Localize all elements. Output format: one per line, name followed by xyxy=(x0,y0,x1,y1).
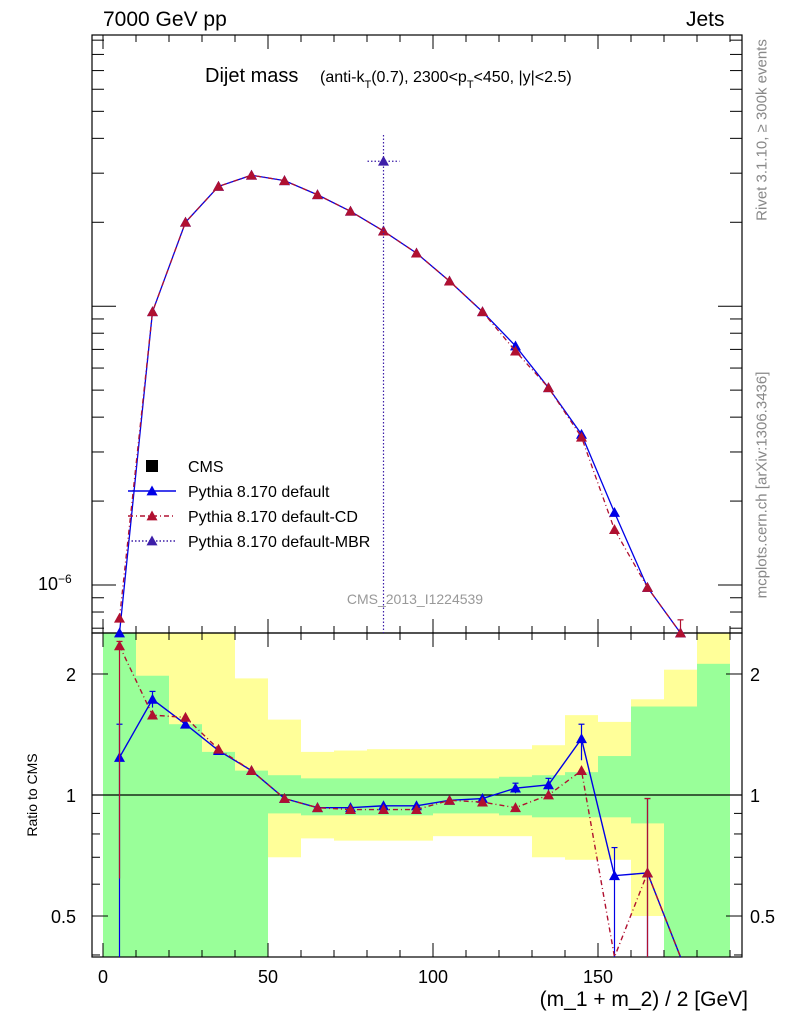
ratio-y-tick-label-right: 0.5 xyxy=(750,907,775,927)
ratio-point-s0-12 xyxy=(510,782,521,793)
ratio-y-tick-label-right: 1 xyxy=(750,786,760,806)
ratio-y-tick-label: 0.5 xyxy=(51,907,76,927)
legend-label-3: Pythia 8.170 default-MBR xyxy=(188,534,370,551)
main-point-s1-16 xyxy=(642,581,653,592)
legend-label-0: CMS xyxy=(188,459,224,476)
ratio-point-s1-3 xyxy=(213,743,224,754)
green-band-17 xyxy=(664,706,697,957)
main-point-s1-4 xyxy=(246,169,257,180)
x-axis-label: (m_1 + m_2) / 2 [GeV] xyxy=(540,988,748,1011)
ratio-point-s0-2 xyxy=(180,718,191,729)
main-point-s1-13 xyxy=(543,382,554,393)
ratio-point-s1-16 xyxy=(642,867,653,878)
legend: CMS Pythia 8.170 default Pythia 8.170 defa… xyxy=(128,459,370,551)
main-point-s1-15 xyxy=(609,524,620,535)
legend-label-1: Pythia 8.170 default xyxy=(188,484,330,501)
ratio-point-s0-13 xyxy=(543,779,554,790)
x-tick-label: 150 xyxy=(583,967,613,987)
chart-texts: Dijet mass (anti-kT(0.7), 2300<pT<450, |… xyxy=(24,65,748,1011)
ratio-point-s1-9 xyxy=(411,804,422,814)
y-tick-label-main: 10−6 xyxy=(38,572,72,594)
legend-marker-2 xyxy=(146,510,158,521)
x-tick-label: 50 xyxy=(258,967,278,987)
green-band-3 xyxy=(202,751,235,957)
green-band-4 xyxy=(235,770,268,957)
main-line-series-0 xyxy=(118,174,682,634)
green-band-15 xyxy=(598,756,631,818)
main-point-s1-14 xyxy=(576,431,587,442)
ratio-point-s1-2 xyxy=(180,711,191,722)
green-band-1 xyxy=(136,675,169,957)
main-point-s1-6 xyxy=(312,189,323,200)
main-point-s1-2 xyxy=(180,216,191,227)
main-point-s0-15 xyxy=(609,506,620,517)
category-label: Jets xyxy=(686,8,725,31)
ratio-point-s1-7 xyxy=(345,804,356,814)
chart-subtitle: (anti-kT(0.7), 2300<pT<450, |y|<2.5) xyxy=(320,69,572,91)
main-point-s0-0 xyxy=(114,627,125,638)
ratio-y-tick-label-right: 2 xyxy=(750,665,760,685)
main-point-s1-5 xyxy=(279,175,290,186)
main-point-s1-1 xyxy=(147,306,158,317)
ratio-point-s1-4 xyxy=(246,765,257,775)
ratio-point-s1-11 xyxy=(477,796,488,807)
ratio-line-series-0 xyxy=(118,698,682,958)
x-tick-label: 0 xyxy=(98,967,108,987)
ratio-plot xyxy=(92,640,742,960)
main-plot xyxy=(114,135,686,638)
ratio-point-s1-1 xyxy=(147,709,158,720)
main-line-series-1 xyxy=(118,174,682,634)
ratio-point-s1-13 xyxy=(543,789,554,800)
analysis-id-label: CMS_2013_I1224539 xyxy=(347,591,483,607)
energy-label: 7000 GeV pp xyxy=(103,8,227,31)
green-band-18 xyxy=(697,663,730,957)
chart-title: Dijet mass xyxy=(205,65,298,87)
mbr-point-0 xyxy=(378,155,389,166)
main-point-s1-0 xyxy=(114,612,125,623)
ratio-point-s0-15 xyxy=(609,870,620,881)
ratio-point-s0-14 xyxy=(576,733,587,744)
ratio-point-s1-0 xyxy=(114,640,125,651)
ratio-point-s1-6 xyxy=(312,802,323,813)
x-tick-label: 100 xyxy=(418,967,448,987)
main-point-s1-12 xyxy=(510,345,521,356)
y-axis-label: Ratio to CMS xyxy=(24,753,40,836)
ratio-point-s1-8 xyxy=(378,804,389,814)
main-point-s1-3 xyxy=(213,180,224,191)
ratio-point-s1-12 xyxy=(510,802,521,813)
green-band-2 xyxy=(169,724,202,957)
main-point-s1-9 xyxy=(411,247,422,258)
main-point-s1-11 xyxy=(477,306,488,317)
legend-marker-cms xyxy=(146,460,158,472)
main-point-s1-10 xyxy=(444,275,455,286)
ratio-point-s1-10 xyxy=(444,794,455,805)
ratio-y-tick-label: 2 xyxy=(66,665,76,685)
legend-marker-3 xyxy=(146,535,158,546)
legend-label-2: Pythia 8.170 default-CD xyxy=(188,509,358,526)
ratio-point-s0-1 xyxy=(147,693,158,704)
ratio-y-tick-label: 1 xyxy=(66,786,76,806)
ratio-line-series-1 xyxy=(118,645,682,960)
ratio-point-s1-5 xyxy=(279,793,290,803)
main-point-s1-7 xyxy=(345,205,356,216)
ratio-point-s1-14 xyxy=(576,765,587,775)
legend-marker-1 xyxy=(146,485,158,496)
